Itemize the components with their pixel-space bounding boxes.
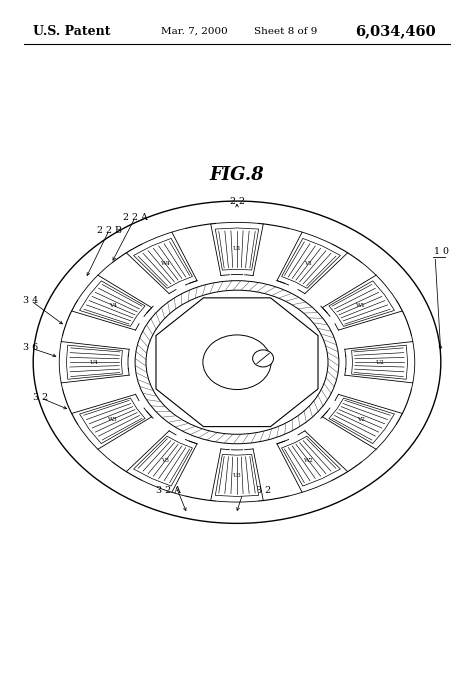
Text: U4: U4 <box>90 360 98 365</box>
Polygon shape <box>134 436 192 486</box>
Polygon shape <box>66 345 122 379</box>
Text: FIG.8: FIG.8 <box>210 166 264 184</box>
Polygon shape <box>329 398 394 443</box>
Text: W2: W2 <box>304 458 313 463</box>
Text: 3 6: 3 6 <box>23 344 38 352</box>
Text: 3 2: 3 2 <box>33 393 48 402</box>
Text: U2: U2 <box>376 360 384 365</box>
Polygon shape <box>80 281 145 326</box>
Text: V3: V3 <box>162 458 169 463</box>
Polygon shape <box>215 454 259 496</box>
Text: Mar. 7, 2000: Mar. 7, 2000 <box>161 27 228 35</box>
Polygon shape <box>156 298 318 427</box>
Text: U3: U3 <box>233 473 241 478</box>
Text: 3 4: 3 4 <box>23 296 38 305</box>
Text: V1: V1 <box>304 261 313 267</box>
Ellipse shape <box>146 290 328 434</box>
Text: 3 0: 3 0 <box>208 358 224 367</box>
Polygon shape <box>215 228 259 270</box>
Polygon shape <box>282 239 340 288</box>
Polygon shape <box>282 436 340 486</box>
Polygon shape <box>80 398 145 443</box>
Ellipse shape <box>203 335 271 390</box>
Text: V4: V4 <box>109 303 117 308</box>
Text: W3: W3 <box>108 416 118 422</box>
Text: 3 8: 3 8 <box>252 326 267 335</box>
Text: 1 0: 1 0 <box>434 246 449 255</box>
Polygon shape <box>134 239 192 288</box>
Ellipse shape <box>253 350 273 367</box>
Ellipse shape <box>135 280 339 444</box>
Text: Sheet 8 of 9: Sheet 8 of 9 <box>254 27 317 35</box>
Ellipse shape <box>33 201 441 523</box>
Text: 6,034,460: 6,034,460 <box>356 24 436 38</box>
Polygon shape <box>329 281 394 326</box>
Text: 2 2: 2 2 <box>229 197 245 206</box>
Text: W1: W1 <box>356 303 366 308</box>
Ellipse shape <box>57 221 417 504</box>
Text: U1: U1 <box>233 246 241 251</box>
Text: 2 2 B: 2 2 B <box>97 226 121 235</box>
Text: U.S. Patent: U.S. Patent <box>33 25 111 38</box>
Text: 3 2 B 2: 3 2 B 2 <box>237 487 271 496</box>
Polygon shape <box>352 345 408 379</box>
Text: V2: V2 <box>357 416 365 422</box>
Text: 2 2 A: 2 2 A <box>123 213 147 222</box>
Text: 3 2 A: 3 2 A <box>156 487 181 496</box>
Text: W4: W4 <box>161 261 170 267</box>
